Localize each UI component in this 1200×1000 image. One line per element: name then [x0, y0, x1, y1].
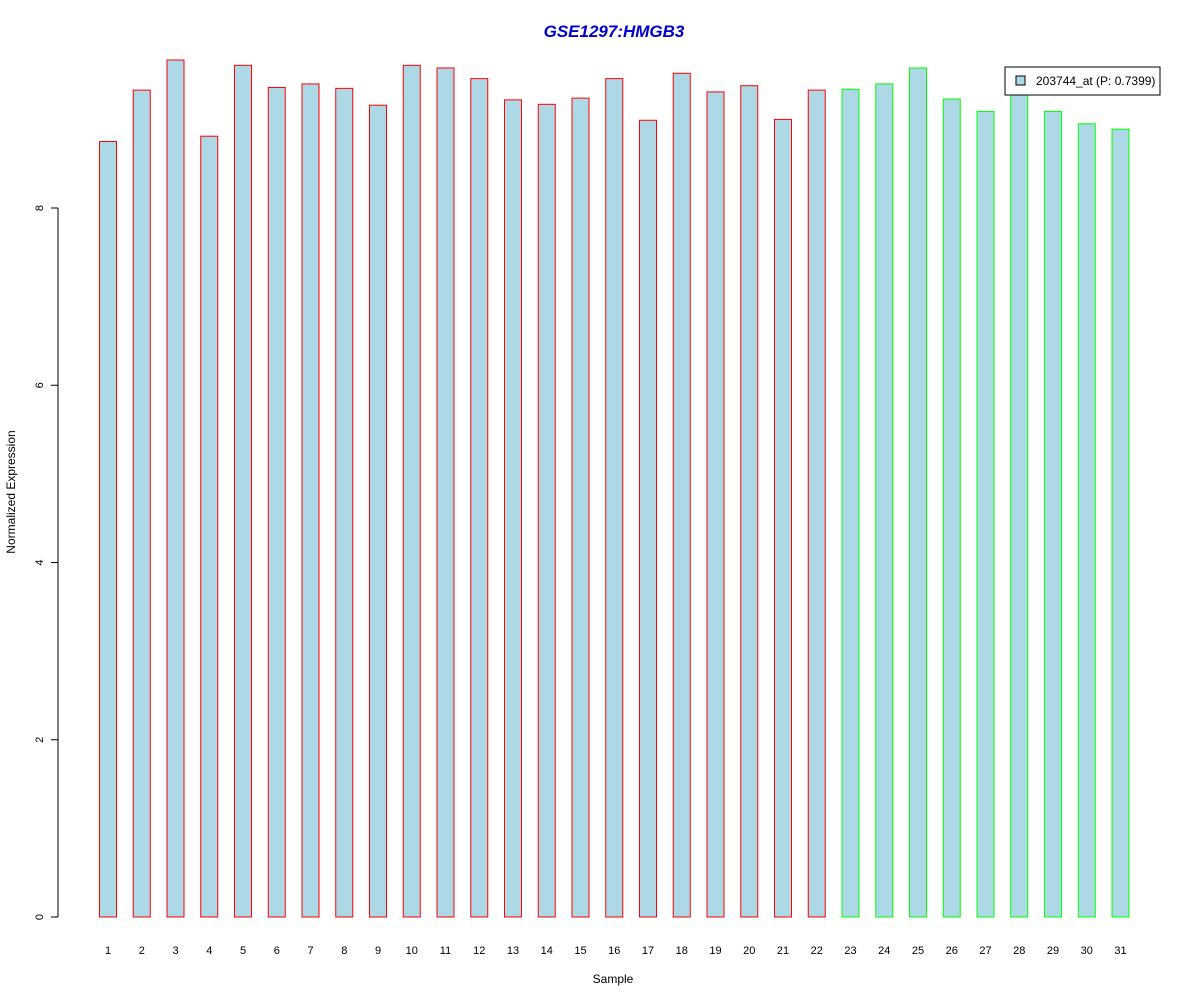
x-tick-label: 23	[844, 945, 856, 957]
x-tick-label: 29	[1047, 945, 1059, 957]
legend-label: 203744_at (P: 0.7399)	[1036, 74, 1155, 88]
y-tick-label: 6	[34, 382, 46, 388]
x-tick-label: 22	[811, 945, 823, 957]
bar-sample-9	[369, 104, 387, 918]
x-tick-label: 8	[341, 945, 347, 957]
y-tick-label: 2	[34, 737, 46, 743]
bar-sample-24	[875, 83, 894, 918]
bar-sample-3	[166, 59, 185, 918]
bars	[99, 59, 1130, 918]
x-tick-label: 5	[240, 945, 246, 957]
bar-sample-25	[909, 67, 927, 918]
x-tick-label: 21	[777, 945, 789, 957]
bar-sample-27	[976, 110, 995, 918]
legend: 203744_at (P: 0.7399)	[1004, 66, 1161, 96]
x-tick-label: 13	[507, 945, 519, 957]
x-tick-label: 9	[375, 945, 381, 957]
x-tick-label: 15	[574, 945, 586, 957]
x-tick-label: 24	[878, 945, 890, 957]
bar-sample-12	[470, 78, 489, 918]
x-tick-label: 7	[307, 945, 313, 957]
bar-sample-11	[436, 67, 455, 918]
x-tick-label: 14	[541, 945, 553, 957]
y-tick-label: 8	[34, 205, 46, 211]
bar-sample-14	[537, 103, 556, 918]
y-tick-label: 4	[34, 559, 46, 565]
bar-sample-20	[740, 85, 759, 918]
bar-sample-17	[639, 119, 657, 918]
chart-title: GSE1297:HMGB3	[544, 22, 685, 41]
bar-sample-13	[504, 99, 522, 918]
y-axis: 0 2 4 6 8	[34, 205, 59, 920]
x-tick-label: 26	[946, 945, 958, 957]
bar-sample-7	[301, 83, 320, 918]
x-tick-label: 6	[274, 945, 280, 957]
x-tick-label: 30	[1081, 945, 1093, 957]
bar-sample-21	[774, 118, 792, 918]
bar-sample-1	[99, 141, 117, 918]
legend-swatch	[1015, 75, 1026, 86]
x-tick-label: 2	[139, 945, 145, 957]
bar-sample-6	[267, 86, 286, 918]
bar-sample-31	[1111, 128, 1130, 918]
bar-sample-22	[807, 89, 826, 918]
bar-sample-23	[841, 88, 860, 918]
bar-sample-10	[402, 64, 421, 918]
x-tick-label: 19	[709, 945, 721, 957]
x-tick-label: 12	[473, 945, 485, 957]
x-tick-label: 11	[440, 945, 451, 957]
x-tick-labels: 1 2 3 4 5 6 7 8 9 10 11 12 13 14 15 16 17 18 19 20 21 22 23 24 2…	[105, 945, 1127, 957]
x-tick-label: 25	[912, 945, 924, 957]
bar-sample-19	[706, 91, 725, 918]
x-tick-label: 17	[642, 945, 654, 957]
x-tick-label: 18	[676, 945, 688, 957]
bar-sample-8	[335, 87, 354, 918]
y-tick-label: 0	[34, 914, 46, 920]
x-tick-label: 31	[1114, 945, 1126, 957]
x-tick-label: 28	[1013, 945, 1025, 957]
x-tick-label: 27	[979, 945, 991, 957]
bar-sample-5	[234, 64, 252, 918]
x-tick-label: 1	[105, 945, 111, 957]
x-tick-label: 16	[608, 945, 620, 957]
bar-sample-16	[605, 78, 624, 918]
bar-sample-29	[1044, 110, 1062, 918]
bar-sample-4	[200, 135, 219, 918]
bar-sample-26	[942, 98, 961, 918]
bar-sample-15	[571, 97, 590, 918]
legend-box	[1004, 66, 1161, 96]
y-axis-title: Normalized Expression	[4, 430, 18, 553]
bar-sample-2	[132, 89, 151, 918]
bar-sample-28	[1010, 86, 1029, 918]
x-tick-label: 20	[743, 945, 755, 957]
x-tick-label: 4	[206, 945, 212, 957]
bar-sample-18	[672, 72, 691, 918]
bar-sample-30	[1077, 123, 1096, 918]
x-axis-title: Sample	[593, 972, 634, 986]
x-tick-label: 10	[406, 945, 418, 957]
x-tick-label: 3	[172, 945, 178, 957]
